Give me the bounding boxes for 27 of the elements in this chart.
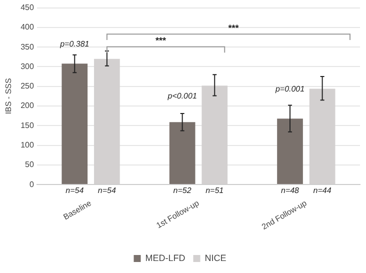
y-tick-label: 200 (20, 101, 34, 110)
annotation: p=0.381 (59, 40, 90, 49)
text: n=51 (206, 186, 224, 195)
annotation: p<0.001 (166, 91, 197, 100)
y-tick-label: 400 (20, 22, 34, 32)
y-tick-label: 50 (25, 160, 34, 170)
text: n=54 (66, 186, 84, 195)
y-tick-label: 350 (20, 42, 34, 52)
y-tick-label: 100 (20, 140, 34, 150)
y-axis-title: IBS - SSS (4, 78, 14, 114)
bar (277, 118, 303, 184)
text: n=52 (173, 186, 192, 195)
bar (62, 64, 88, 184)
bar (169, 122, 196, 184)
text: n=48 (280, 186, 300, 195)
y-tick-label: 0 (29, 180, 34, 189)
legend-label: MED-LFD (145, 252, 186, 263)
annotation: *** (156, 36, 167, 46)
text: n=54 (98, 186, 116, 195)
y-tick-label: 250 (20, 82, 34, 91)
y-tick-label: 450 (20, 3, 34, 12)
y-tick-label: 300 (20, 62, 34, 71)
y-tick-label: 150 (20, 120, 34, 130)
text: n=44 (313, 186, 332, 195)
annotation: p=0.001 (274, 84, 305, 94)
legend-label: NICE (204, 252, 226, 263)
annotation: *** (228, 23, 240, 34)
